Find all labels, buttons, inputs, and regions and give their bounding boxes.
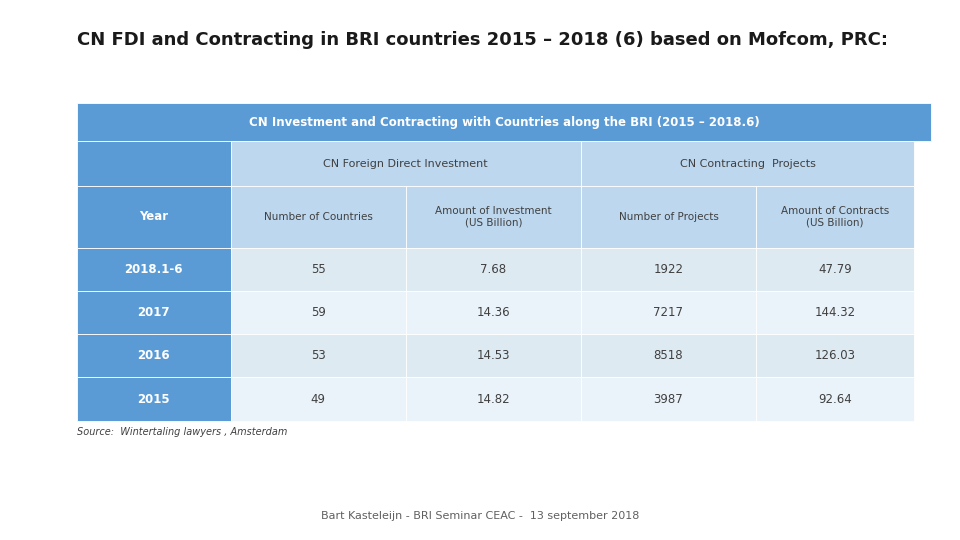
Text: CN FDI and Contracting in BRI countries 2015 – 2018 (6) based on Mofcom, PRC:: CN FDI and Contracting in BRI countries … <box>77 31 888 49</box>
FancyBboxPatch shape <box>756 377 914 421</box>
FancyBboxPatch shape <box>581 334 756 377</box>
Text: 8518: 8518 <box>654 349 684 362</box>
Text: 59: 59 <box>311 306 325 319</box>
FancyBboxPatch shape <box>406 334 581 377</box>
FancyBboxPatch shape <box>77 103 931 141</box>
Text: Year: Year <box>139 210 168 224</box>
Text: 92.64: 92.64 <box>818 393 852 406</box>
Text: 126.03: 126.03 <box>815 349 855 362</box>
FancyBboxPatch shape <box>230 377 406 421</box>
FancyBboxPatch shape <box>77 186 230 248</box>
Text: 49: 49 <box>311 393 325 406</box>
Text: 2017: 2017 <box>137 306 170 319</box>
Text: 2018.1-6: 2018.1-6 <box>125 263 183 276</box>
FancyBboxPatch shape <box>581 377 756 421</box>
FancyBboxPatch shape <box>230 186 406 248</box>
Text: Amount of Investment
(US Billion): Amount of Investment (US Billion) <box>435 206 552 227</box>
FancyBboxPatch shape <box>77 377 230 421</box>
FancyBboxPatch shape <box>581 141 914 186</box>
Text: 55: 55 <box>311 263 325 276</box>
FancyBboxPatch shape <box>581 248 756 291</box>
Text: Amount of Contracts
(US Billion): Amount of Contracts (US Billion) <box>780 206 889 227</box>
Text: 7217: 7217 <box>654 306 684 319</box>
FancyBboxPatch shape <box>581 291 756 334</box>
Text: 144.32: 144.32 <box>814 306 855 319</box>
FancyBboxPatch shape <box>756 291 914 334</box>
FancyBboxPatch shape <box>77 334 230 377</box>
FancyBboxPatch shape <box>581 186 756 248</box>
FancyBboxPatch shape <box>230 141 581 186</box>
Text: 14.36: 14.36 <box>476 306 510 319</box>
Text: 53: 53 <box>311 349 325 362</box>
FancyBboxPatch shape <box>230 291 406 334</box>
FancyBboxPatch shape <box>406 291 581 334</box>
FancyBboxPatch shape <box>756 248 914 291</box>
FancyBboxPatch shape <box>230 248 406 291</box>
FancyBboxPatch shape <box>406 186 581 248</box>
Text: Number of Projects: Number of Projects <box>618 212 718 222</box>
Text: 3987: 3987 <box>654 393 684 406</box>
Text: CN Foreign Direct Investment: CN Foreign Direct Investment <box>324 159 488 168</box>
Text: 14.82: 14.82 <box>476 393 510 406</box>
Text: 14.53: 14.53 <box>476 349 510 362</box>
Text: 47.79: 47.79 <box>818 263 852 276</box>
Text: 2015: 2015 <box>137 393 170 406</box>
Text: Bart Kasteleijn - BRI Seminar CEAC -  13 september 2018: Bart Kasteleijn - BRI Seminar CEAC - 13 … <box>321 511 639 521</box>
Text: 1922: 1922 <box>654 263 684 276</box>
FancyBboxPatch shape <box>406 377 581 421</box>
FancyBboxPatch shape <box>77 248 230 291</box>
Text: Number of Countries: Number of Countries <box>264 212 372 222</box>
FancyBboxPatch shape <box>230 334 406 377</box>
FancyBboxPatch shape <box>406 248 581 291</box>
Text: CN Investment and Contracting with Countries along the BRI (2015 – 2018.6): CN Investment and Contracting with Count… <box>249 116 759 129</box>
Text: CN Contracting  Projects: CN Contracting Projects <box>680 159 815 168</box>
FancyBboxPatch shape <box>77 141 230 186</box>
FancyBboxPatch shape <box>756 186 914 248</box>
Text: 7.68: 7.68 <box>480 263 506 276</box>
FancyBboxPatch shape <box>77 291 230 334</box>
FancyBboxPatch shape <box>756 334 914 377</box>
Text: 2016: 2016 <box>137 349 170 362</box>
Text: Source:  Wintertaling lawyers , Amsterdam: Source: Wintertaling lawyers , Amsterdam <box>77 427 287 437</box>
